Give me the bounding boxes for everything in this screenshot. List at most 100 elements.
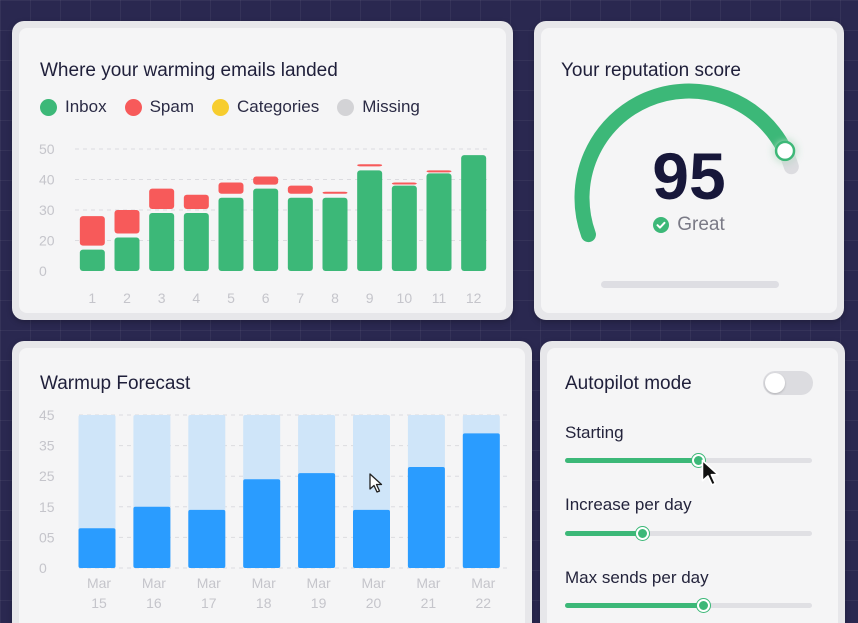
x-tick-label-month: Mar — [416, 575, 440, 591]
x-tick-label-day: 17 — [201, 595, 217, 611]
x-tick-label-day: 19 — [311, 595, 327, 611]
bar-spam — [287, 185, 313, 194]
spam-dot-icon — [124, 98, 142, 116]
increase-per-day-slider-thumb[interactable] — [635, 527, 649, 540]
bar-inbox — [183, 213, 209, 271]
bar-inbox — [114, 237, 140, 271]
legend-spam-label: Spam — [149, 97, 195, 116]
bar-inbox — [149, 213, 175, 271]
x-tick-label: 1 — [88, 290, 96, 306]
bar-inbox — [79, 249, 105, 271]
starting-label: Starting — [565, 423, 624, 442]
x-tick-label: 7 — [296, 290, 304, 306]
y-tick-label: 50 — [39, 141, 55, 157]
bar-inbox — [357, 170, 383, 271]
reputation-score: 95 — [652, 139, 726, 213]
autopilot-title: Autopilot mode — [565, 373, 692, 394]
forecast-bar — [298, 473, 336, 568]
mouse-cursor-icon — [369, 473, 383, 493]
forecast-bar — [353, 509, 390, 568]
bar-inbox — [287, 197, 313, 271]
bar-spam — [426, 170, 452, 173]
x-tick-label: 4 — [192, 290, 200, 306]
reputation-gauge — [574, 83, 799, 243]
starting-slider[interactable] — [565, 454, 812, 467]
x-tick-label-month: Mar — [197, 575, 221, 591]
autopilot-card: Autopilot mode Starting Increase per day… — [540, 341, 845, 623]
forecast-chart: 0 05 15 25 35 45 Mar 15 Mar 16 Mar 17 Mar 18 Mar 19 Mar 2… — [39, 407, 509, 611]
max-sends-per-day-label: Max sends per day — [565, 568, 709, 587]
reputation-title: Your reputation score — [561, 60, 741, 81]
bar-spam — [183, 194, 209, 210]
x-tick-label-month: Mar — [252, 575, 276, 591]
x-tick-label-month: Mar — [471, 575, 495, 591]
x-tick-label-month: Mar — [142, 575, 166, 591]
increase-per-day-label: Increase per day — [565, 495, 692, 514]
x-tick-label-day: 15 — [91, 595, 107, 611]
landed-legend: Inbox Spam Categories Missing — [40, 97, 420, 117]
gauge-fill — [574, 83, 793, 243]
reputation-status-label: Great — [677, 214, 725, 235]
mouse-cursor-icon — [701, 459, 719, 486]
increase-per-day-slider-fill — [565, 531, 642, 536]
y-tick-label: 30 — [39, 202, 55, 218]
legend-categories-label: Categories — [237, 97, 320, 116]
bar-inbox — [218, 197, 244, 271]
bar-inbox — [253, 188, 279, 271]
increase-per-day-slider[interactable] — [565, 527, 812, 540]
x-tick-label-day: 20 — [366, 595, 382, 611]
y-tick-label: 15 — [39, 499, 55, 515]
forecast-bar — [462, 433, 500, 568]
max-sends-per-day-slider[interactable] — [565, 599, 812, 612]
forecast-bar — [133, 506, 171, 568]
starting-slider-fill — [565, 458, 699, 463]
bar-spam — [322, 191, 348, 194]
x-tick-label: 8 — [331, 290, 339, 306]
bar-inbox — [322, 197, 348, 271]
legend-spam[interactable]: Spam — [124, 97, 195, 117]
autopilot-panel: Autopilot mode Starting Increase per day… — [547, 348, 838, 623]
forecast-card: Warmup Forecast 0 05 15 25 35 45 Mar 15 Mar 16 Mar… — [12, 341, 532, 623]
y-tick-label: 20 — [39, 233, 55, 249]
legend-missing-label: Missing — [362, 97, 420, 116]
y-tick-label: 0 — [39, 263, 47, 279]
check-circle-icon — [653, 217, 670, 233]
x-tick-label: 2 — [123, 290, 131, 306]
bar-spam — [391, 182, 417, 185]
autopilot-toggle[interactable] — [763, 371, 813, 395]
max-sends-per-day-slider-thumb[interactable] — [697, 599, 711, 612]
y-tick-label: 05 — [39, 529, 55, 545]
landed-panel: Where your warming emails landed Inbox S… — [19, 28, 506, 313]
x-tick-label-month: Mar — [307, 575, 331, 591]
x-tick-label-day: 21 — [421, 595, 437, 611]
x-tick-label-day: 22 — [476, 595, 492, 611]
bar-spam — [253, 176, 279, 185]
y-tick-label: 25 — [39, 468, 55, 484]
y-tick-label: 40 — [39, 172, 55, 188]
x-tick-label-day: 16 — [146, 595, 162, 611]
inbox-dot-icon — [40, 98, 57, 116]
forecast-bar — [78, 528, 116, 568]
forecast-bar — [243, 479, 281, 568]
x-tick-label: 10 — [397, 290, 413, 306]
reputation-panel: Your reputation score 95 Great — [541, 28, 837, 313]
missing-dot-icon — [337, 98, 355, 116]
bar-spam — [114, 210, 140, 234]
y-tick-label: 0 — [39, 560, 47, 576]
forecast-panel: Warmup Forecast 0 05 15 25 35 45 Mar 15 Mar 16 Mar… — [19, 348, 525, 623]
legend-inbox[interactable]: Inbox — [40, 97, 107, 117]
forecast-bar — [407, 467, 445, 568]
legend-categories[interactable]: Categories — [212, 97, 319, 117]
max-sends-per-day-slider-fill — [565, 603, 704, 608]
legend-missing[interactable]: Missing — [337, 97, 420, 117]
forecast-title: Warmup Forecast — [40, 373, 191, 394]
reputation-card: Your reputation score 95 Great — [534, 21, 844, 320]
bar-inbox — [426, 173, 452, 271]
y-tick-label: 45 — [39, 407, 55, 423]
bar-spam — [149, 188, 175, 210]
forecast-bar — [188, 509, 226, 568]
x-tick-label: 11 — [432, 290, 447, 306]
y-tick-label: 35 — [39, 438, 55, 454]
bar-inbox — [391, 185, 417, 271]
